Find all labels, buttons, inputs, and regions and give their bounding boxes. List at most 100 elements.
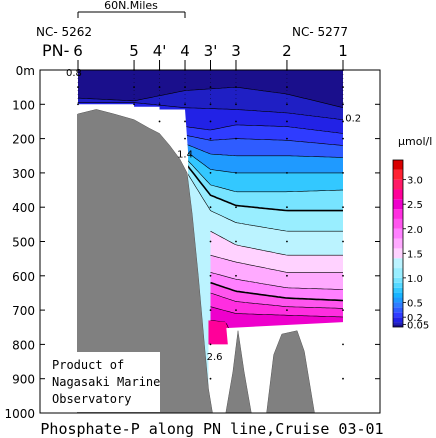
contour-0_7 [185,151,343,174]
colorbar-swatch [393,218,403,229]
y-tick-label: 300 [12,167,35,181]
colorbar-swatch [393,169,403,180]
colorbar-unit: μmol/l [398,135,432,148]
contour-1_4 [210,230,343,256]
plot-layer [77,69,344,414]
y-tick-label: 500 [12,236,35,250]
colorbar-tick-label: 1.0 [407,274,423,285]
sample-point [184,120,186,123]
contour-0_9 [185,158,343,193]
colorbar-swatch [393,160,403,170]
credit-line-2: Nagasaki Marine [52,375,160,389]
sample-point [77,103,79,106]
y-tick-label: 700 [12,304,35,318]
sample-point [133,86,135,89]
contour-0_5 [185,143,343,158]
colorbar-swatch [393,277,403,283]
sample-point [286,86,288,89]
colorbar-swatch [393,228,403,239]
sample-point [209,274,212,277]
colorbar-swatch [393,209,403,219]
sample-point [286,309,288,311]
sample-point [235,309,237,311]
sample-point [235,103,237,106]
axis-layer: 0m 100 200 300 400 500 600 700 800 900 1000 6 5 4' 4 3'… [4,42,381,421]
sample-points [77,69,344,380]
colorbar-legend: μmol/l 3.0 2.5 2.0 1.5 1.0 0.5 0.20.05 [392,135,432,332]
station-label: 3 [231,42,241,60]
sample-point [209,309,212,311]
station-label: 2 [282,42,292,60]
colorbar-swatch [393,199,403,210]
sample-point [286,172,288,174]
y-tick-label: 400 [12,201,35,215]
colorbar-tick-label: 3.0 [407,176,423,187]
sample-point [286,120,288,123]
contour-label: 2.6 [207,352,223,363]
sample-point [158,86,161,89]
sample-point [235,86,237,89]
sample-point [342,172,344,174]
sample-point [133,103,135,106]
colorbar-tick-label: 0.05 [407,321,429,332]
colorbar-swatch [393,322,403,325]
colorbar-swatch [393,268,403,278]
y-tick-label: 1000 [4,407,35,421]
contour-label: 1.4 [177,149,193,160]
sample-point [342,309,344,311]
sample-point [342,206,344,209]
deep-magenta-patch [208,320,228,345]
station-label: 4 [180,42,190,60]
colorbar-tick-label: 0.2 [407,313,423,324]
sample-point [235,274,237,277]
sample-point [342,274,344,277]
colorbar-swatch [393,302,403,308]
contour-2_2 [210,292,343,309]
sample-point [342,86,344,89]
section-label-right: NC- 5277 [292,25,348,39]
sample-point [286,206,288,209]
sample-point [158,103,161,106]
sample-point [209,103,212,106]
y-tick-label: 800 [12,338,35,352]
station-label: 1 [338,42,348,60]
contour-0_1 [78,102,343,120]
colorbar-swatch [393,292,403,298]
sample-point [209,120,212,123]
contour-label: 0.8 [66,68,82,79]
sample-point [209,206,212,209]
colorbar-tick-label: 2.5 [407,200,423,211]
colorbar-swatch [393,287,403,293]
sample-point [235,120,237,123]
sample-point [342,377,344,380]
sample-point [342,103,344,106]
colorbar-swatch [393,248,403,259]
colorbar-tick-label: 2.0 [407,225,423,236]
y-tick-label: 200 [12,133,35,147]
colorbar-swatch [393,282,403,288]
sea-floor [77,109,343,414]
station-label: 3' [204,42,218,60]
sample-point [209,377,212,380]
colorbar-swatch [393,317,403,323]
y-tick-label: 900 [12,373,35,387]
colorbar-swatch [393,312,403,318]
sample-point [158,120,161,123]
credit-line-3: Observatory [52,392,131,406]
section-label-left: NC- 5262 [36,25,92,39]
contour-0_3 [185,135,343,146]
scale-bar-label: 60N.Miles [104,0,158,12]
contour-2 [210,281,343,302]
colorbar-swatch [393,179,403,190]
contour-1_8 [210,272,343,290]
colorbar-swatch [393,189,403,200]
colorbar-swatch [393,297,403,303]
contour-1_2 [185,170,343,232]
station-label: 5 [129,42,139,60]
sample-point [209,137,212,140]
credit-line-1: Product of [52,358,124,372]
colorbar-swatch [393,238,403,249]
sample-point [235,137,237,140]
sample-point [342,240,344,243]
sample-point [235,240,237,243]
